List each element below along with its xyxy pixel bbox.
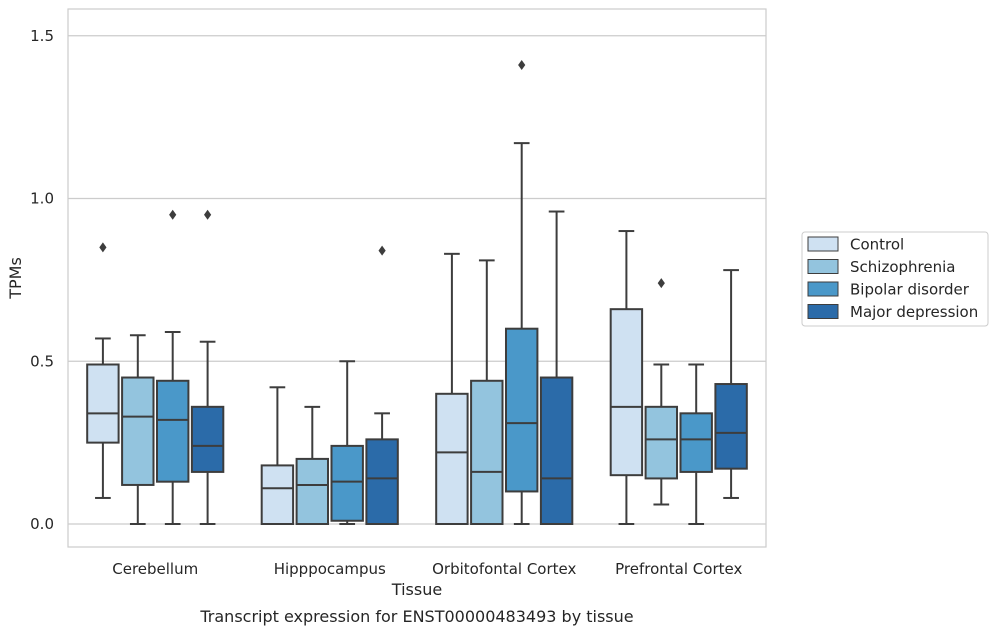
x-tick-label: Hipppocampus	[274, 560, 386, 578]
outlier-point	[378, 245, 386, 256]
box-group	[539, 210, 574, 525]
box-iqr	[609, 308, 644, 477]
legend-label: Schizophrenia	[850, 258, 955, 276]
box-group	[295, 405, 330, 525]
box-iqr	[435, 392, 469, 525]
box-iqr	[295, 457, 330, 525]
box-iqr	[539, 376, 574, 525]
x-axis-ticks: Cerebellum Hipppocampus Orbitofontal Corte…	[112, 560, 742, 578]
legend: Control Schizophrenia Bipolar disorder Majo…	[801, 231, 989, 327]
box-group	[365, 245, 399, 525]
legend-label: Control	[850, 236, 904, 254]
box-iqr	[86, 363, 120, 444]
box-group	[504, 60, 539, 525]
legend-swatch	[807, 236, 839, 252]
box-group	[435, 252, 469, 525]
box-group	[330, 360, 364, 525]
legend-label: Bipolar disorder	[850, 281, 970, 299]
box-group	[609, 230, 644, 525]
y-tick-label: 0.5	[30, 352, 54, 370]
box-iqr	[644, 405, 679, 480]
box-iqr	[365, 438, 399, 525]
legend-swatch	[807, 304, 839, 319]
box-iqr	[330, 444, 364, 522]
box-group	[86, 242, 120, 499]
box-iqr	[714, 383, 748, 470]
box-iqr	[470, 379, 504, 525]
box-group	[679, 363, 713, 525]
plot-frame	[67, 8, 767, 548]
box-group	[121, 334, 155, 525]
box-group	[155, 209, 190, 525]
x-tick-label: Cerebellum	[112, 560, 198, 578]
outlier-point	[657, 278, 665, 289]
y-tick-label: 0.0	[30, 515, 54, 533]
box-series	[86, 60, 748, 526]
box-iqr	[679, 412, 713, 473]
legend-label: Major depression	[850, 303, 978, 321]
y-tick-label: 1.5	[30, 27, 54, 45]
box-iqr	[260, 464, 295, 526]
box-iqr	[190, 405, 225, 473]
box-iqr	[504, 327, 539, 493]
outlier-point	[169, 209, 177, 220]
outlier-point	[99, 242, 107, 253]
x-axis-label: Tissue	[391, 580, 442, 599]
box-group	[714, 269, 748, 499]
box-group	[644, 278, 679, 506]
box-group	[260, 386, 295, 526]
y-axis-ticks: 0.00.51.01.52.02.53.0	[30, 27, 54, 533]
legend-swatch	[807, 259, 839, 274]
box-iqr	[155, 379, 190, 483]
chart-caption: Transcript expression for ENST0000048349…	[199, 607, 633, 626]
legend-swatch	[807, 281, 839, 297]
box-group	[470, 259, 504, 525]
outlier-point	[518, 60, 526, 71]
legend-frame	[801, 231, 989, 327]
x-tick-label: Prefrontal Cortex	[615, 560, 742, 578]
box-group	[190, 209, 225, 525]
outlier-point	[204, 209, 212, 220]
x-tick-label: Orbitofontal Cortex	[432, 560, 576, 578]
box-iqr	[121, 376, 155, 486]
grid-lines	[68, 35, 766, 525]
y-axis-label: TPMs	[6, 257, 25, 300]
y-tick-label: 1.0	[30, 190, 54, 208]
